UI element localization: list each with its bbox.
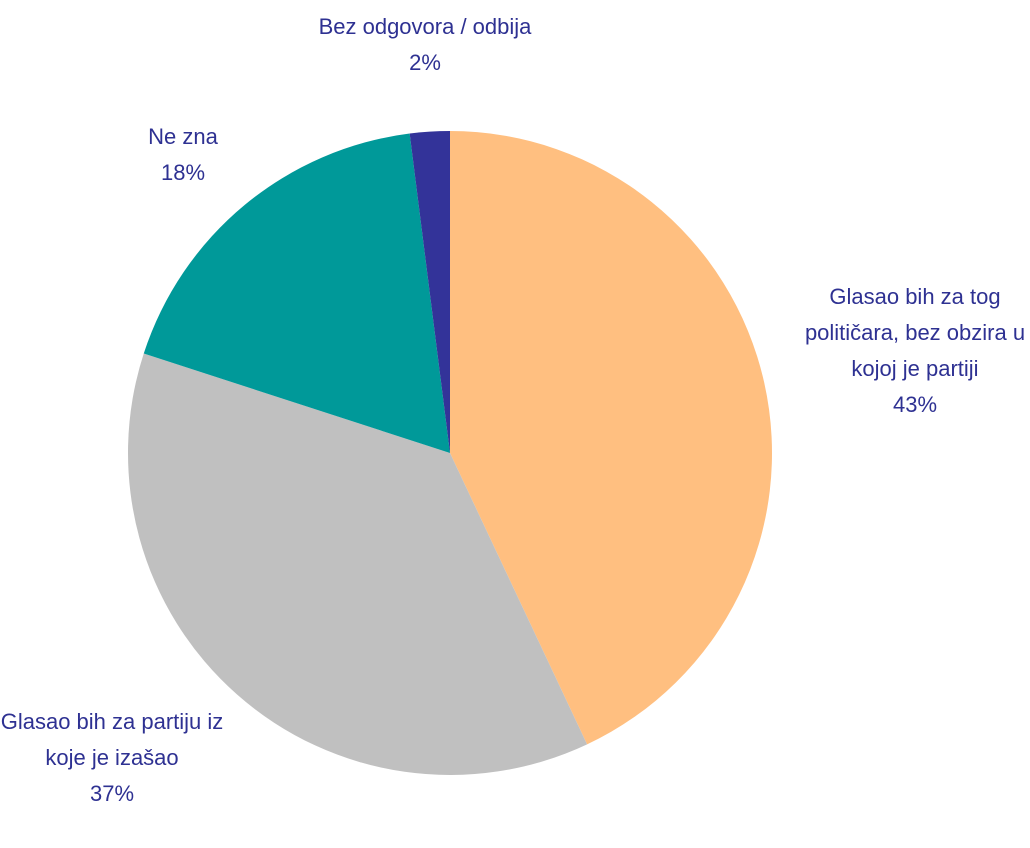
pie-slice <box>143 133 450 453</box>
pie-slice <box>128 353 588 775</box>
category-label: Ne zna <box>148 124 218 149</box>
pie-slice <box>450 131 772 745</box>
value-label: 18% <box>160 160 206 185</box>
slice-label: Glasao bih za partiju iz koje je izašao 3… <box>0 704 224 812</box>
category-label: Glasao bih za partiju iz koje je izašao <box>0 709 224 770</box>
value-label: 43% <box>892 392 938 417</box>
value-label: 2% <box>409 50 441 75</box>
value-label: 37% <box>89 781 135 806</box>
category-label: Glasao bih za tog političara, bez obzira… <box>804 284 1026 381</box>
slice-label: Glasao bih za tog političara, bez obzira… <box>795 279 1030 423</box>
slice-label: Bez odgovora / odbija 2% <box>300 9 550 81</box>
pie-slice <box>409 131 450 453</box>
category-label: Bez odgovora / odbija <box>318 14 532 39</box>
slice-label: Ne zna 18% <box>120 119 246 191</box>
